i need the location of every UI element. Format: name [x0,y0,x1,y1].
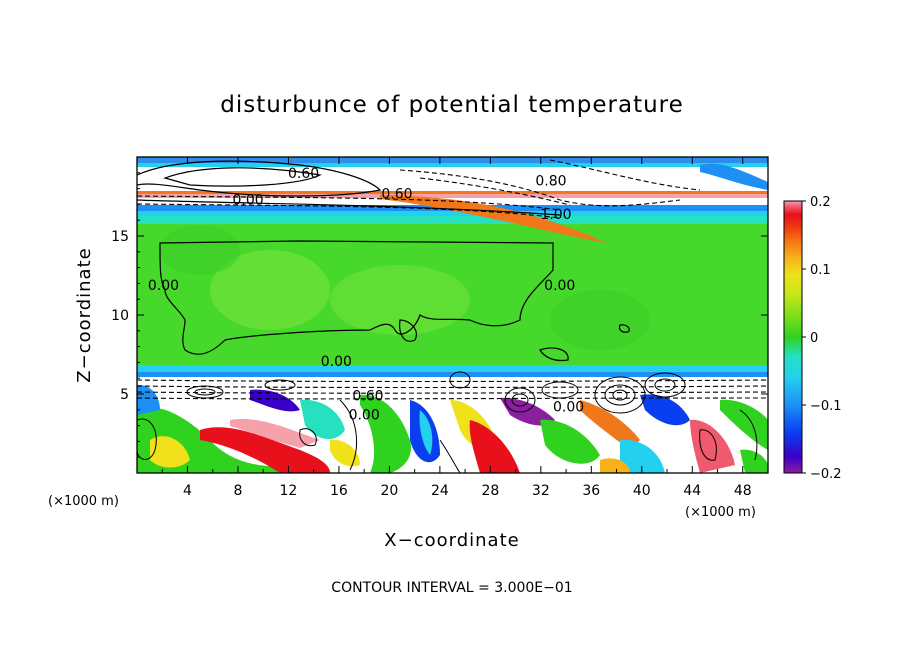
x-tick-label: 40 [633,483,651,499]
colorbar-tick-label: 0 [810,331,818,346]
colorbar-tick-label: −0.1 [810,399,842,414]
upper-plume [380,195,608,243]
x-tick-label: 16 [330,483,348,499]
upper-layer-strip [137,157,768,163]
x-tick-label: 8 [233,483,242,499]
lower-layer-eddies [137,384,768,473]
y-tick-label: 10 [111,308,129,324]
y-axis: 5 10 15 [111,172,768,458]
colorbar-ticks: 0.2 0.1 0 −0.1 −0.2 [802,195,842,482]
y-unit-label: (×1000 m) [48,494,119,509]
contour-label: 0.60 [381,186,412,202]
y-axis-label: Z−coordinate [74,247,95,382]
colorbar-tick-label: −0.2 [810,467,842,482]
x-tick-label: 48 [734,483,752,499]
contour-interval-label: CONTOUR INTERVAL = 3.000E−01 [331,580,572,596]
heatmap-field: 0.60 0.60 0.00 0.80 1.00 0.00 0.00 0.00 0.60 0.00… [137,157,768,473]
x-axis: 4 8 12 16 20 24 28 32 36 40 44 48 [161,157,752,499]
x-axis-label: X−coordinate [384,530,519,551]
chart-title: disturbunce of potential temperature [220,92,684,118]
y-tick-label: 15 [111,229,129,245]
upper-layer-strip [137,191,768,194]
contour-label: 0.00 [148,278,179,294]
contour-label: 0.60 [288,166,319,182]
colorbar-tick-label: 0.1 [810,263,831,278]
upper-layer-strip [137,194,768,198]
middle-layer-patch [550,290,650,350]
contour-label: 0.00 [232,193,263,209]
contour-label: 0.80 [535,174,566,190]
x-tick-label: 44 [683,483,701,499]
upper-layer-strip [137,163,768,167]
contour-labels: 0.60 0.60 0.00 0.80 1.00 0.00 0.00 0.00 0.60 0.00… [148,166,584,424]
x-tick-label: 4 [183,483,192,499]
x-tick-label: 24 [431,483,449,499]
contour-label: 0.00 [349,408,380,424]
x-tick-label: 20 [380,483,398,499]
middle-layer-patch [210,250,330,330]
contour-label: 0.00 [553,400,584,416]
colorbar-ramp [783,200,803,474]
lower-band [137,365,768,372]
colorbar-tick-label: 0.2 [810,195,831,210]
colorbar: 0.2 0.1 0 −0.1 −0.2 [783,195,842,482]
middle-layer-patch [160,225,240,275]
x-unit-label: (×1000 m) [685,505,756,520]
contour-label: 0.00 [544,278,575,294]
upper-band [137,211,768,216]
x-tick-label: 32 [532,483,550,499]
middle-layer-patch [330,265,470,335]
y-tick-label: 5 [120,387,129,403]
contour-lines [137,160,630,362]
contour-label: 0.00 [321,354,352,370]
upper-plume [700,163,768,190]
x-tick-label: 28 [481,483,499,499]
x-tick-label: 36 [582,483,600,499]
contour-label: 0.60 [352,389,383,405]
upper-band [137,216,768,224]
x-tick-label: 12 [280,483,298,499]
contour-label: 1.00 [540,207,571,223]
